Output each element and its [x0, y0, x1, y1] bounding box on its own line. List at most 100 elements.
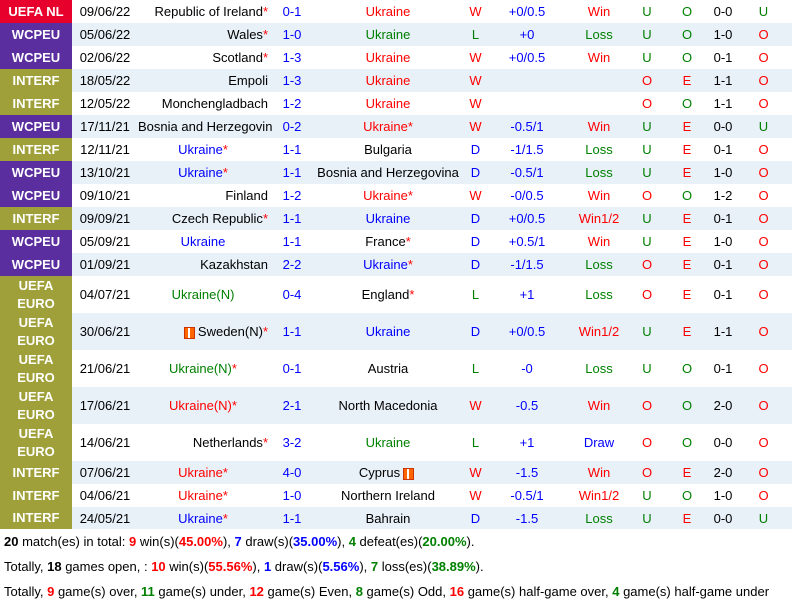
score[interactable]: 1-1	[272, 207, 312, 230]
match-row[interactable]: INTERF 12/11/21 Ukraine* 1-1 Bulgaria D -1/1.5…	[0, 138, 792, 161]
score[interactable]: 1-2	[272, 92, 312, 115]
away-team[interactable]: Ukraine	[312, 69, 464, 92]
league-badge[interactable]: INTERF	[0, 207, 72, 230]
league-badge[interactable]: INTERF	[0, 92, 72, 115]
league-badge[interactable]: UEFA EURO	[0, 276, 72, 313]
home-team[interactable]: Monchengladbach	[138, 92, 272, 115]
score[interactable]: 0-1	[272, 350, 312, 387]
match-row[interactable]: WCPEU 09/10/21 Finland 1-2 Ukraine* W -0/0.5 Wi…	[0, 184, 792, 207]
league-badge[interactable]: WCPEU	[0, 161, 72, 184]
league-badge[interactable]: INTERF	[0, 461, 72, 484]
home-team[interactable]: Czech Republic*	[138, 207, 272, 230]
away-team[interactable]: North Macedonia	[312, 387, 464, 424]
score[interactable]: 1-1	[272, 161, 312, 184]
league-badge[interactable]: UEFA EURO	[0, 350, 72, 387]
away-team[interactable]: Ukraine	[312, 0, 464, 23]
league-badge[interactable]: WCPEU	[0, 184, 72, 207]
match-row[interactable]: WCPEU 01/09/21 Kazakhstan 2-2 Ukraine* D -1/1.…	[0, 253, 792, 276]
score[interactable]: 1-1	[272, 507, 312, 529]
score[interactable]: 4-0	[272, 461, 312, 484]
score[interactable]: 1-2	[272, 184, 312, 207]
away-team[interactable]: Bosnia and Herzegovina	[312, 161, 464, 184]
match-row[interactable]: UEFA EURO 21/06/21 Ukraine(N)* 0-1 Austria L -…	[0, 350, 792, 387]
score[interactable]: 3-2	[272, 424, 312, 461]
score[interactable]: 2-1	[272, 387, 312, 424]
score[interactable]: 0-4	[272, 276, 312, 313]
home-team[interactable]: Sweden(N)*	[138, 313, 272, 350]
away-team[interactable]: Ukraine	[312, 207, 464, 230]
match-row[interactable]: UEFA NL 09/06/22 Republic of Ireland* 0-1 Uk…	[0, 0, 792, 23]
match-row[interactable]: WCPEU 05/09/21 Ukraine 1-1 France* D +0.5/1 Win…	[0, 230, 792, 253]
home-team[interactable]: Republic of Ireland*	[138, 0, 272, 23]
away-team[interactable]: Ukraine*	[312, 115, 464, 138]
home-team[interactable]: Bosnia and Herzegovina	[138, 115, 272, 138]
home-team[interactable]: Scotland*	[138, 46, 272, 69]
score[interactable]: 0-1	[272, 0, 312, 23]
home-team[interactable]: Ukraine(N)*	[138, 350, 272, 387]
match-row[interactable]: WCPEU 17/11/21 Bosnia and Herzegovina 0-2 Uk…	[0, 115, 792, 138]
home-team[interactable]: Finland	[138, 184, 272, 207]
away-team[interactable]: Bulgaria	[312, 138, 464, 161]
away-team[interactable]: Ukraine	[312, 424, 464, 461]
home-team[interactable]: Ukraine(N)	[138, 276, 272, 313]
away-team[interactable]: Ukraine*	[312, 184, 464, 207]
match-row[interactable]: INTERF 12/05/22 Monchengladbach 1-2 Ukraine W…	[0, 92, 792, 115]
league-badge[interactable]: UEFA NL	[0, 0, 72, 23]
away-team[interactable]: Cyprus	[312, 461, 464, 484]
away-team[interactable]: Ukraine	[312, 23, 464, 46]
score[interactable]: 1-0	[272, 484, 312, 507]
league-badge[interactable]: INTERF	[0, 69, 72, 92]
league-badge[interactable]: UEFA EURO	[0, 387, 72, 424]
away-team[interactable]: England*	[312, 276, 464, 313]
match-row[interactable]: INTERF 07/06/21 Ukraine* 4-0 Cyprus W -1.5 Win O…	[0, 461, 792, 484]
home-team[interactable]: Ukraine*	[138, 507, 272, 529]
away-team[interactable]: Ukraine	[312, 313, 464, 350]
match-row[interactable]: INTERF 04/06/21 Ukraine* 1-0 Northern Irelan…	[0, 484, 792, 507]
home-team[interactable]: Ukraine*	[138, 138, 272, 161]
home-team[interactable]: Ukraine	[138, 230, 272, 253]
home-team[interactable]: Wales*	[138, 23, 272, 46]
league-badge[interactable]: INTERF	[0, 507, 72, 529]
match-row[interactable]: UEFA EURO 04/07/21 Ukraine(N) 0-4 England* L +…	[0, 276, 792, 313]
home-team[interactable]: Ukraine*	[138, 461, 272, 484]
match-row[interactable]: UEFA EURO 17/06/21 Ukraine(N)* 2-1 North Mac…	[0, 387, 792, 424]
score[interactable]: 1-1	[272, 230, 312, 253]
match-row[interactable]: WCPEU 13/10/21 Ukraine* 1-1 Bosnia and Herze…	[0, 161, 792, 184]
away-team[interactable]: Ukraine*	[312, 253, 464, 276]
league-badge[interactable]: UEFA EURO	[0, 424, 72, 461]
away-team[interactable]: Austria	[312, 350, 464, 387]
score[interactable]: 1-1	[272, 313, 312, 350]
score[interactable]: 1-0	[272, 23, 312, 46]
home-team[interactable]: Kazakhstan	[138, 253, 272, 276]
match-row[interactable]: INTERF 18/05/22 Empoli 1-3 Ukraine W O E 1-1 O	[0, 69, 792, 92]
league-badge[interactable]: WCPEU	[0, 46, 72, 69]
home-team[interactable]: Ukraine*	[138, 161, 272, 184]
league-badge[interactable]: UEFA EURO	[0, 313, 72, 350]
league-badge[interactable]: WCPEU	[0, 115, 72, 138]
league-badge[interactable]: WCPEU	[0, 23, 72, 46]
away-team[interactable]: Ukraine	[312, 92, 464, 115]
home-team[interactable]: Netherlands*	[138, 424, 272, 461]
home-team[interactable]: Ukraine*	[138, 484, 272, 507]
away-team[interactable]: France*	[312, 230, 464, 253]
league-badge[interactable]: WCPEU	[0, 230, 72, 253]
away-team[interactable]: Bahrain	[312, 507, 464, 529]
match-row[interactable]: WCPEU 05/06/22 Wales* 1-0 Ukraine L +0 Loss U O 1-…	[0, 23, 792, 46]
score[interactable]: 1-3	[272, 46, 312, 69]
match-row[interactable]: UEFA EURO 30/06/21 Sweden(N)* 1-1 Ukraine D +0…	[0, 313, 792, 350]
home-team[interactable]: Empoli	[138, 69, 272, 92]
away-team[interactable]: Northern Ireland	[312, 484, 464, 507]
match-row[interactable]: INTERF 24/05/21 Ukraine* 1-1 Bahrain D -1.5 Los…	[0, 507, 792, 529]
away-team[interactable]: Ukraine	[312, 46, 464, 69]
score[interactable]: 1-3	[272, 69, 312, 92]
league-badge[interactable]: INTERF	[0, 138, 72, 161]
score[interactable]: 0-2	[272, 115, 312, 138]
score[interactable]: 1-1	[272, 138, 312, 161]
score[interactable]: 2-2	[272, 253, 312, 276]
league-badge[interactable]: WCPEU	[0, 253, 72, 276]
match-row[interactable]: INTERF 09/09/21 Czech Republic* 1-1 Ukraine D…	[0, 207, 792, 230]
home-team[interactable]: Ukraine(N)*	[138, 387, 272, 424]
league-badge[interactable]: INTERF	[0, 484, 72, 507]
match-row[interactable]: UEFA EURO 14/06/21 Netherlands* 3-2 Ukraine L…	[0, 424, 792, 461]
match-row[interactable]: WCPEU 02/06/22 Scotland* 1-3 Ukraine W +0/0.5 W…	[0, 46, 792, 69]
